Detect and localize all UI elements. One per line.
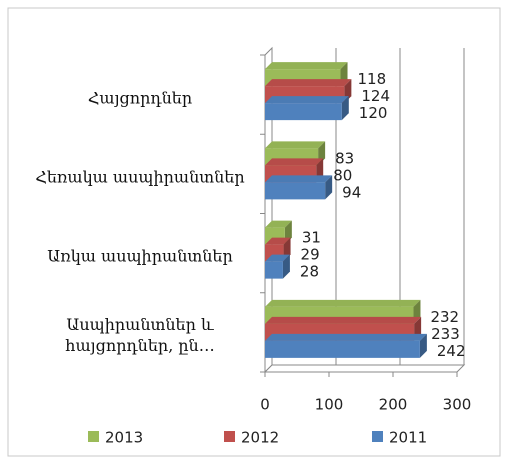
legend-swatch [224,431,235,442]
bar-top [265,254,290,262]
value-label: 94 [342,183,361,201]
bar-top [265,316,422,324]
bar-top [265,79,352,87]
chart-border [7,7,501,457]
legend-label: 2011 [389,429,427,447]
value-label: 83 [335,149,354,167]
value-label: 118 [358,70,387,88]
legend-label: 2013 [105,429,143,447]
value-label: 120 [359,104,388,122]
bar [265,261,283,279]
y-tick-label: Առկա ասպիրանտներ [47,246,233,266]
bar [265,182,326,200]
bar-top [265,237,291,245]
value-label: 233 [431,325,460,343]
value-label: 28 [300,263,319,281]
y-tick-label: Ասպիրանտներ և հայցորդներ, ըն… [65,315,215,356]
bar-top [265,220,292,228]
legend-label: 2012 [241,429,279,447]
y-tick-label: Հեռակա ասպիրանտներ [35,167,245,187]
legend-swatch [372,431,383,442]
floor [263,364,466,373]
value-label: 232 [430,308,459,326]
value-label: 242 [437,342,466,360]
bar-side [282,254,290,279]
x-tick-label: 0 [260,396,270,414]
value-label: 80 [333,166,352,184]
value-label: 124 [361,87,390,105]
bar-top [265,158,324,166]
value-label: 29 [301,246,320,264]
bar-side [341,96,349,121]
x-tick-label: 200 [379,396,408,414]
bar-side [325,175,333,200]
x-tick-label: 100 [315,396,344,414]
value-label: 31 [302,229,321,247]
bar-top [265,175,333,183]
y-tick-label: Հայցորդներ [87,88,193,108]
bar-top [265,299,421,307]
x-tick-label: 300 [443,396,472,414]
bar [265,340,420,358]
legend-swatch [88,431,99,442]
bar-top [265,62,348,70]
bar-top [265,96,349,104]
bar-top [265,333,427,341]
bar-side [419,333,427,358]
bar [265,103,342,121]
bar-top [265,141,326,149]
